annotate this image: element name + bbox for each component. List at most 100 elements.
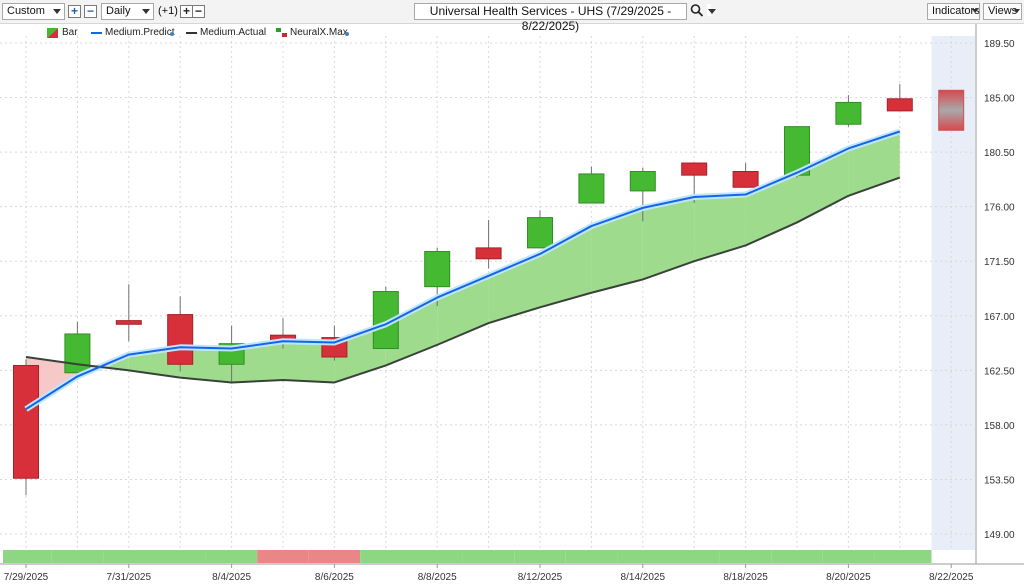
legend-label: Medium.Predict — [105, 27, 175, 38]
candle-body[interactable] — [886, 98, 913, 112]
minus-icon: − — [86, 4, 94, 18]
signal-strip-segment — [565, 550, 618, 563]
price-tick-label: 171.50 — [984, 257, 1015, 268]
signal-strip-segment — [719, 550, 772, 563]
date-tick-label: 7/29/2025 — [4, 572, 49, 583]
date-tick-label: 8/6/2025 — [315, 572, 354, 583]
range-select[interactable]: Custom — [2, 3, 65, 20]
date-tick-label: 8/22/2025 — [929, 572, 974, 583]
candle-body[interactable] — [167, 314, 194, 365]
candle-body[interactable] — [835, 101, 862, 125]
price-tick-label: 167.00 — [984, 312, 1015, 323]
signal-strip-segment — [617, 550, 669, 563]
minus-icon: − — [194, 4, 202, 18]
candle-body[interactable] — [13, 364, 39, 479]
chevron-down-icon — [1014, 9, 1020, 13]
predict-above-area — [540, 226, 592, 308]
chevron-down-icon — [972, 9, 978, 13]
price-chart[interactable]: 189.50 185.00 180.50 176.00 171.50 167.00 162.… — [0, 24, 1024, 585]
legend-item-medium-predict[interactable]: Medium.Predict — [91, 26, 175, 40]
price-tick-label: 189.50 — [984, 39, 1015, 50]
date-tick-label: 8/20/2025 — [826, 572, 871, 583]
candle-body[interactable] — [681, 162, 708, 176]
legend-item-medium-actual[interactable]: Medium.Actual — [186, 26, 266, 40]
candle-body[interactable] — [629, 171, 656, 192]
predict-above-area — [694, 194, 746, 262]
offset-decrease-button[interactable]: − — [192, 5, 205, 18]
range-select-value: Custom — [7, 5, 45, 17]
legend-item-bar[interactable]: Bar — [47, 26, 87, 40]
plus-icon: + — [70, 4, 78, 18]
legend-label: NeuralX.Max — [290, 27, 348, 38]
signal-strip-segment — [411, 550, 463, 563]
date-tick-label: 7/31/2025 — [107, 572, 152, 583]
interval-select[interactable]: Daily — [101, 3, 154, 20]
bar-legend-icon — [47, 28, 58, 38]
price-tick-label: 185.00 — [984, 94, 1015, 105]
candle-body[interactable] — [527, 217, 553, 249]
zoom-in-button[interactable]: + — [68, 5, 81, 18]
medium-predict-line[interactable] — [25, 130, 901, 410]
price-tick-label: 180.50 — [984, 148, 1015, 159]
price-tick-label: 162.50 — [984, 366, 1015, 377]
price-tick-label: 158.00 — [984, 421, 1015, 432]
signal-strip-segment — [103, 550, 155, 563]
price-tick-label: 149.00 — [984, 530, 1015, 541]
signal-strip-segment — [154, 550, 206, 563]
price-tick-label: 153.50 — [984, 475, 1015, 486]
views-label: Views — [988, 5, 1018, 17]
line-legend-icon — [186, 32, 197, 34]
candle-body[interactable] — [475, 247, 502, 260]
date-tick-label: 8/4/2025 — [212, 572, 251, 583]
zoom-out-button[interactable]: − — [84, 5, 97, 18]
settings-dot-icon[interactable] — [345, 32, 349, 36]
candle-body[interactable] — [732, 171, 759, 188]
indicators-label: Indicators — [932, 5, 980, 17]
candle-body[interactable] — [115, 320, 142, 325]
chart-title[interactable]: Universal Health Services - UHS (7/29/20… — [414, 3, 687, 33]
date-tick-label: 8/14/2025 — [621, 572, 666, 583]
predict-above-area — [848, 131, 900, 196]
forecast-candle[interactable] — [938, 89, 965, 131]
signal-strip-segment — [514, 550, 566, 563]
views-button[interactable]: Views — [983, 3, 1022, 20]
toolbar: Custom + − Daily (+1) + − Universal Heal… — [0, 0, 1024, 33]
candle-body[interactable] — [424, 251, 451, 288]
chevron-down-icon — [142, 9, 150, 14]
signal-strip-segment — [874, 550, 932, 563]
date-tick-label: 8/8/2025 — [418, 572, 457, 583]
signal-strip-segment — [205, 550, 258, 563]
candle-body[interactable] — [578, 173, 605, 204]
signal-strip-segment — [257, 550, 309, 563]
settings-dot-icon[interactable] — [170, 32, 174, 36]
signal-strip-segment — [360, 550, 412, 563]
chevron-down-icon — [53, 9, 61, 14]
plus-icon: + — [182, 4, 190, 18]
search-icon — [690, 4, 704, 17]
indicators-button[interactable]: Indicators — [927, 3, 980, 20]
signal-strip-segment — [462, 550, 515, 563]
price-tick-label: 176.00 — [984, 203, 1015, 214]
search-options-button[interactable] — [707, 3, 717, 20]
signal-strip-segment — [308, 550, 361, 563]
offset-label: (+1) — [158, 5, 178, 17]
legend-item-neuralx-max[interactable]: NeuralX.Max — [276, 26, 350, 40]
date-tick-label: 8/12/2025 — [518, 572, 563, 583]
medium-actual-line[interactable] — [25, 176, 901, 384]
neuralx-legend-icon — [276, 28, 287, 37]
candle-body[interactable] — [64, 333, 91, 374]
date-tick-label: 8/18/2025 — [723, 572, 768, 583]
legend-label: Medium.Actual — [200, 27, 267, 38]
line-legend-icon — [91, 32, 102, 34]
interval-select-value: Daily — [106, 5, 131, 17]
signal-strip-segment — [3, 550, 52, 563]
signal-strip-segment — [668, 550, 720, 563]
signal-strip-segment — [771, 550, 823, 563]
predict-above-area — [642, 196, 695, 280]
chevron-down-icon — [708, 9, 716, 14]
legend-label: Bar — [62, 27, 78, 38]
signal-strip-segment — [51, 550, 104, 563]
predict-above-area — [591, 207, 643, 293]
search-button[interactable] — [690, 3, 706, 20]
